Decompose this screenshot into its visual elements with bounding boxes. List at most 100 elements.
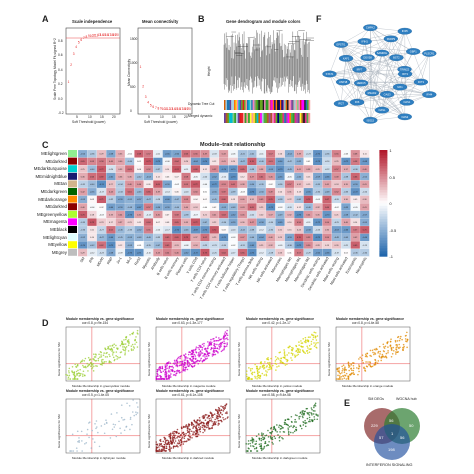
scatter-point xyxy=(265,370,267,372)
scatter-point xyxy=(97,359,100,362)
scatter-point xyxy=(276,424,278,426)
svg-text:-0.36: -0.36 xyxy=(278,184,283,186)
scatter-point xyxy=(176,365,179,368)
module-color-cell xyxy=(236,113,238,123)
scatter-point xyxy=(98,353,100,356)
scatter-point xyxy=(305,339,307,342)
svg-text:-0.45: -0.45 xyxy=(212,199,217,201)
svg-text:0.69: 0.69 xyxy=(353,245,358,247)
scatter-point xyxy=(286,363,288,366)
scatter-point xyxy=(83,360,86,362)
scatter-point xyxy=(259,377,261,380)
colorbar-segment xyxy=(379,216,388,220)
scatter-point xyxy=(182,367,185,370)
module-color-cell xyxy=(261,113,264,123)
scatter-point xyxy=(298,344,300,346)
panel-label-a: A xyxy=(42,14,49,24)
svg-text:0.16: 0.16 xyxy=(288,222,293,224)
scatter-point xyxy=(183,364,186,367)
scatter-point xyxy=(115,435,118,438)
scatter-point xyxy=(115,344,117,347)
colorbar-segment xyxy=(379,184,388,188)
scatter-point xyxy=(211,420,213,423)
connectivity-point: 17 xyxy=(180,107,184,111)
svg-text:-0.45: -0.45 xyxy=(118,237,123,239)
scatter-point xyxy=(296,414,298,417)
svg-text:0.43: 0.43 xyxy=(241,207,246,209)
scatter-point xyxy=(248,376,251,379)
scatter-point xyxy=(176,437,178,439)
scatter-point xyxy=(169,370,171,373)
scatter-point xyxy=(173,442,176,444)
scatter-title: Module membership vs. gene significance xyxy=(156,317,225,321)
scatter-point xyxy=(227,416,229,418)
scatter-point xyxy=(179,357,181,360)
scatter-point xyxy=(313,342,315,344)
network-edge xyxy=(404,31,414,52)
scatter-point xyxy=(163,378,166,380)
scatter-point xyxy=(134,343,136,345)
scatter-point xyxy=(199,353,202,355)
scatter-point xyxy=(212,349,215,351)
svg-text:0.72: 0.72 xyxy=(212,230,217,232)
scatter-point xyxy=(170,442,172,444)
scatter-point xyxy=(121,342,123,345)
colorbar-segment xyxy=(379,227,388,231)
svg-text:0.10: 0.10 xyxy=(90,237,95,239)
svg-text:-0.62: -0.62 xyxy=(212,176,217,178)
connectivity-point: 20 xyxy=(187,107,191,111)
scatter-point xyxy=(269,365,271,367)
scatter-point xyxy=(201,426,204,429)
svg-text:0.48: 0.48 xyxy=(335,176,340,178)
scatter-point xyxy=(123,349,125,352)
scatter-point xyxy=(72,371,74,374)
heatmap-cell xyxy=(359,248,370,257)
scale-point: 17 xyxy=(108,33,112,37)
module-color-cell xyxy=(285,113,288,123)
svg-text:-0.66: -0.66 xyxy=(109,237,114,239)
scatter-point xyxy=(267,368,269,371)
colorbar-segment xyxy=(379,176,388,180)
svg-text:-0.53: -0.53 xyxy=(80,199,85,201)
scatter-point xyxy=(270,426,273,429)
colorbar-segment xyxy=(379,235,388,239)
module-color-cell xyxy=(279,100,282,110)
module-color-cell xyxy=(303,113,306,123)
scatter-point xyxy=(397,346,399,349)
scatter-point xyxy=(196,419,199,422)
svg-text:0.46: 0.46 xyxy=(109,161,114,163)
scatter-point xyxy=(130,349,133,352)
scatter-point xyxy=(220,405,222,408)
svg-text:-0.56: -0.56 xyxy=(156,207,161,209)
svg-text:OASL: OASL xyxy=(379,108,386,112)
scatter-point xyxy=(162,370,165,373)
scatter-point xyxy=(298,416,300,418)
scatter-point xyxy=(342,375,345,377)
scatter-point xyxy=(108,360,111,363)
scatter-point xyxy=(195,346,198,348)
scatter-point xyxy=(120,432,122,434)
scatter-point xyxy=(219,419,222,422)
svg-text:0.32: 0.32 xyxy=(288,214,293,216)
scatter-point xyxy=(219,344,222,347)
network-edge xyxy=(356,38,392,103)
scatter-point xyxy=(195,348,197,350)
scatter-point xyxy=(353,373,355,376)
scatter-point xyxy=(124,348,127,351)
svg-text:0.65: 0.65 xyxy=(147,192,152,194)
scatter-point xyxy=(67,376,70,379)
scatter-point xyxy=(254,363,256,366)
scatter-point xyxy=(177,446,179,448)
module-color-swatch xyxy=(68,150,77,157)
scatter-point xyxy=(123,339,125,341)
scatter-point xyxy=(217,339,220,342)
svg-text:-0.00: -0.00 xyxy=(203,207,208,209)
scatter-ylabel: Gene significance for SM xyxy=(147,414,151,448)
scatter-point xyxy=(389,344,392,347)
scatter-point xyxy=(361,354,364,356)
svg-text:0.64: 0.64 xyxy=(325,207,330,209)
network-edge xyxy=(357,73,406,103)
scatter-point xyxy=(169,374,171,377)
scatter-point xyxy=(156,450,159,452)
svg-text:-0.58: -0.58 xyxy=(109,154,114,156)
